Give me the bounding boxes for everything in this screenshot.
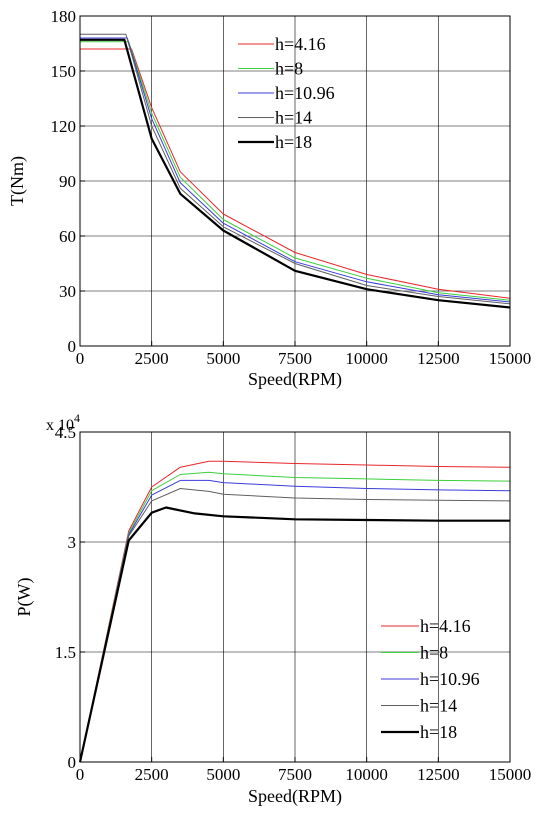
- power-x-tick-label: 7500: [278, 765, 312, 784]
- power-series-lines: [78, 460, 511, 763]
- torque-ticks: 0 2500 5000 7500 10000 12500 15000 0 30 60 90 120 15…: [51, 7, 532, 368]
- power-x-tick-label: 15000: [489, 765, 532, 784]
- torque-legend: h=4.16 h=8 h=10.96 h=14 h=18: [238, 34, 335, 152]
- torque-y-axis-label: T(Nm): [7, 156, 28, 206]
- torque-legend-label-0: h=4.16: [275, 34, 326, 54]
- torque-legend-label-3: h=14: [275, 108, 312, 128]
- power-x-tick-label: 2500: [135, 765, 169, 784]
- power-exponent-label: x 104: [46, 411, 80, 434]
- torque-x-tick-label: 2500: [135, 349, 169, 368]
- power-x-tick-label: 5000: [206, 765, 240, 784]
- torque-series-line-2: [80, 37, 511, 303]
- power-y-axis-label: P(W): [14, 578, 35, 617]
- power-y-tick-label: 1.5: [55, 643, 76, 662]
- power-legend-label-3: h=14: [420, 696, 457, 716]
- torque-y-tick-label: 150: [51, 62, 77, 81]
- torque-x-tick-label: 7500: [278, 349, 312, 368]
- torque-legend-label-2: h=10.96: [275, 83, 335, 103]
- power-chart: 0 2500 5000 7500 10000 12500 15000 0 1.5 3 4.5 h=4…: [14, 411, 531, 807]
- power-gridlines: [80, 432, 510, 762]
- torque-y-tick-label: 90: [59, 172, 76, 191]
- torque-y-tick-label: 60: [59, 227, 76, 246]
- power-x-tick-label: 0: [76, 765, 85, 784]
- power-legend-label-0: h=4.16: [420, 616, 471, 636]
- torque-x-tick-label: 15000: [489, 349, 532, 368]
- torque-legend-label-4: h=18: [275, 132, 312, 152]
- torque-y-tick-label: 180: [51, 7, 77, 26]
- torque-x-tick-label: 0: [76, 349, 85, 368]
- power-legend-label-2: h=10.96: [420, 669, 480, 689]
- power-series-line-1: [79, 471, 511, 763]
- power-ticks: 0 2500 5000 7500 10000 12500 15000 0 1.5 3 4.5: [55, 423, 532, 784]
- power-y-tick-label: 0: [68, 753, 77, 772]
- power-y-tick-label: 4.5: [55, 423, 76, 442]
- power-series-line-4: [78, 506, 510, 763]
- power-x-tick-label: 10000: [345, 765, 388, 784]
- torque-series-lines: [80, 33, 511, 309]
- power-series-line-0: [79, 460, 511, 763]
- power-x-axis-label: Speed(RPM): [248, 786, 342, 807]
- torque-x-tick-label: 12500: [417, 349, 460, 368]
- torque-series-line-4: [80, 38, 511, 309]
- power-legend-label-1: h=8: [420, 643, 448, 663]
- torque-series-line-1: [80, 41, 511, 301]
- torque-y-tick-label: 120: [51, 117, 77, 136]
- torque-x-tick-label: 10000: [345, 349, 388, 368]
- power-series-line-3: [79, 488, 511, 763]
- torque-y-tick-label: 0: [68, 337, 77, 356]
- torque-x-axis-label: Speed(RPM): [248, 369, 342, 390]
- power-y-tick-label: 3: [68, 533, 77, 552]
- power-x-tick-label: 12500: [417, 765, 460, 784]
- power-exponent-base: x 10: [46, 417, 74, 434]
- torque-chart: 0 2500 5000 7500 10000 12500 15000 0 30 60 90 120 15…: [7, 7, 531, 390]
- torque-x-tick-label: 5000: [206, 349, 240, 368]
- power-legend: h=4.16 h=8 h=10.96 h=14 h=18: [381, 616, 480, 742]
- power-legend-label-4: h=18: [420, 722, 457, 742]
- power-series-line-2: [79, 479, 511, 763]
- torque-legend-label-1: h=8: [275, 59, 303, 79]
- torque-series-line-0: [80, 48, 511, 299]
- torque-series-line-3: [80, 33, 511, 305]
- power-exponent-power: 4: [74, 411, 80, 425]
- torque-y-tick-label: 30: [59, 282, 76, 301]
